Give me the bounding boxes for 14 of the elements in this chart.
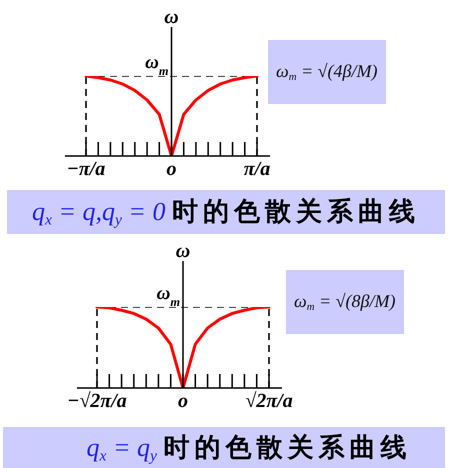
x-tick-label: o [178, 390, 188, 412]
text: q$_{x}$ = q$_{y}$ 时的色散关系曲线 [86, 432, 412, 464]
y-axis-title: ω [176, 240, 190, 262]
annotation: ω$_{m}$ [145, 52, 169, 78]
y-axis-title: ω [164, 6, 179, 28]
text: q$_{x}$ = q,q$_{y}$ = 0 时的色散关系曲线 [32, 196, 420, 229]
x-tick-label: π/a [244, 158, 270, 180]
text: ω$_{m}$ = √(8β/M) [294, 290, 396, 314]
x-tick-label: −π/a [66, 158, 106, 180]
x-tick-label: −√2π/a [67, 390, 127, 412]
annotation: ω$_{m}$ [156, 283, 180, 309]
text: ω$_{m}$ = √(4β/M) [276, 60, 378, 84]
x-tick-label: √2π/a [245, 390, 293, 412]
x-tick-label: o [166, 158, 176, 180]
